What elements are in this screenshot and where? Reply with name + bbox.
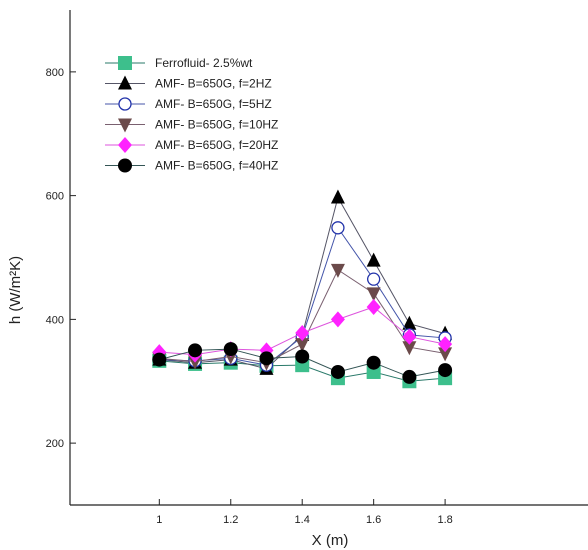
x-tick-label: 1 bbox=[156, 514, 162, 526]
x-tick-label: 1.2 bbox=[223, 514, 238, 526]
data-point bbox=[366, 355, 381, 370]
x-axis-title: X (m) bbox=[312, 532, 349, 549]
data-point bbox=[330, 189, 345, 204]
data-point bbox=[438, 363, 453, 378]
data-point bbox=[295, 324, 310, 341]
legend-item: Ferrofluid- 2.5%wt bbox=[105, 56, 253, 70]
data-point bbox=[295, 338, 310, 353]
legend-item: AMF- B=650G, f=10HZ bbox=[105, 118, 278, 133]
legend: Ferrofluid- 2.5%wt AMF- B=650G, f=2HZ AMF-… bbox=[105, 56, 278, 173]
data-point bbox=[438, 336, 453, 353]
legend-marker bbox=[118, 137, 132, 153]
legend-marker bbox=[118, 75, 132, 90]
x-tick-label: 1.4 bbox=[295, 514, 310, 526]
legend-label: AMF- B=650G, f=5HZ bbox=[155, 97, 272, 111]
legend-item: AMF- B=650G, f=5HZ bbox=[105, 97, 272, 111]
series-6 bbox=[152, 342, 453, 384]
plot-frame bbox=[69, 10, 588, 506]
y-tick-label: 600 bbox=[46, 191, 64, 203]
data-point bbox=[188, 343, 203, 358]
y-tick-label: 400 bbox=[46, 314, 64, 326]
data-point bbox=[438, 347, 453, 362]
data-point bbox=[402, 369, 417, 384]
series-layer bbox=[152, 189, 453, 389]
y-axis: 200 400 600 800 bbox=[46, 67, 76, 450]
series-5 bbox=[152, 299, 453, 363]
y-axis-title: h (W/m²K) bbox=[7, 256, 24, 324]
data-point bbox=[331, 221, 345, 235]
legend-marker bbox=[118, 56, 132, 70]
legend-item: AMF- B=650G, f=2HZ bbox=[105, 75, 272, 91]
x-tick-label: 1.8 bbox=[437, 514, 452, 526]
x-tick-label: 1.6 bbox=[366, 514, 381, 526]
series-4 bbox=[152, 263, 453, 371]
y-tick-label: 200 bbox=[46, 438, 64, 450]
data-point bbox=[330, 263, 345, 278]
data-point bbox=[366, 287, 381, 302]
legend-label: AMF- B=650G, f=40HZ bbox=[155, 159, 278, 173]
legend-item: AMF- B=650G, f=20HZ bbox=[105, 137, 278, 153]
legend-marker bbox=[118, 97, 132, 111]
legend-label: AMF- B=650G, f=10HZ bbox=[155, 118, 278, 132]
y-tick-label: 800 bbox=[46, 67, 64, 79]
data-point bbox=[223, 342, 238, 357]
data-point bbox=[259, 351, 274, 366]
legend-marker bbox=[118, 118, 132, 133]
legend-label: AMF- B=650G, f=20HZ bbox=[155, 138, 278, 152]
legend-item: AMF- B=650G, f=40HZ bbox=[105, 158, 278, 173]
data-point bbox=[330, 364, 345, 379]
data-point bbox=[330, 311, 345, 328]
data-point bbox=[402, 341, 417, 356]
data-point bbox=[366, 299, 381, 315]
legend-marker bbox=[118, 158, 132, 173]
x-axis: 1 1.2 1.4 1.6 1.8 bbox=[156, 499, 453, 526]
data-point bbox=[402, 328, 417, 345]
data-point bbox=[402, 315, 417, 330]
legend-label: AMF- B=650G, f=2HZ bbox=[155, 77, 272, 91]
data-point bbox=[295, 349, 310, 364]
data-point bbox=[366, 252, 381, 267]
data-point bbox=[367, 272, 381, 286]
legend-label: Ferrofluid- 2.5%wt bbox=[155, 56, 253, 70]
data-point bbox=[152, 352, 167, 367]
